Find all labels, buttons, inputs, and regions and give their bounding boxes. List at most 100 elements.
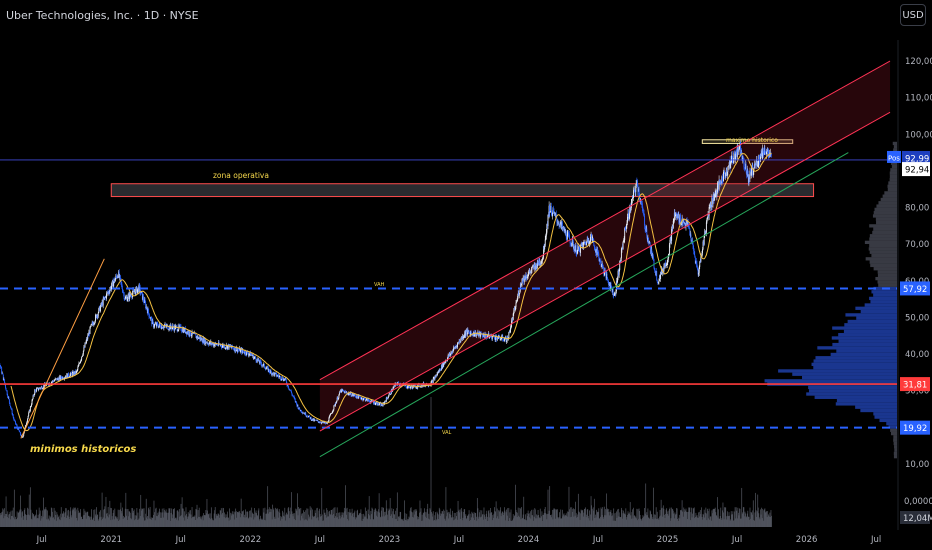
volume-bar <box>431 513 433 527</box>
candle-body <box>130 295 132 297</box>
candle-body <box>241 349 243 354</box>
volume-bar <box>153 514 154 527</box>
candle-body <box>447 355 449 358</box>
volume-bar <box>414 514 415 527</box>
candle-body <box>666 261 668 265</box>
volume-bar <box>4 516 6 527</box>
volume-profile-bar <box>874 415 897 419</box>
volume-bar <box>297 515 299 527</box>
volume-bar <box>221 514 223 527</box>
candle-body <box>22 435 24 438</box>
volume-bar <box>695 512 697 527</box>
volume-bar <box>525 519 527 527</box>
volume-bar <box>108 514 110 527</box>
volume-bar <box>321 488 323 527</box>
volume-bar <box>38 507 40 527</box>
candle-body <box>34 389 36 395</box>
candle-body <box>165 324 167 326</box>
candle-body <box>291 392 293 395</box>
volume-bar <box>230 512 232 527</box>
volume-bar <box>686 511 687 527</box>
volume-bar <box>394 519 396 527</box>
volume-bar <box>283 516 285 527</box>
volume-bar <box>408 516 410 527</box>
volume-bar <box>179 516 181 527</box>
maximo-historico-label: maximo historico <box>726 137 778 144</box>
candle-body <box>155 323 157 325</box>
volume-bar <box>215 518 217 527</box>
candle-body <box>481 334 483 337</box>
volume-bar <box>262 508 264 527</box>
volume-bar <box>84 514 85 527</box>
candle-body <box>613 293 615 296</box>
volume-bar <box>379 512 381 527</box>
volume-bar <box>458 510 459 527</box>
candle-body <box>253 357 255 360</box>
volume-bar <box>516 512 517 527</box>
volume-bar <box>731 514 733 527</box>
candle-body <box>620 249 622 259</box>
volume-bar <box>431 511 432 527</box>
volume-bar <box>538 515 540 527</box>
volume-profile-bar <box>838 333 897 337</box>
volume-profile-bar <box>860 309 897 314</box>
currency-button[interactable]: USD <box>900 4 926 26</box>
volume-bar <box>487 511 489 527</box>
volume-bar <box>623 512 625 527</box>
volume-bar <box>511 520 513 527</box>
volume-bar <box>449 513 451 527</box>
volume-bar <box>630 518 632 527</box>
volume-bar <box>186 513 187 527</box>
volume-bar <box>739 508 741 527</box>
candle-body <box>560 221 562 226</box>
volume-bar <box>718 509 719 527</box>
volume-bar <box>410 508 411 527</box>
candle-body <box>216 344 218 346</box>
volume-bar <box>456 512 458 527</box>
candle-body <box>38 389 40 390</box>
volume-bar <box>247 518 249 527</box>
candle-body <box>686 220 687 224</box>
candle-body <box>736 153 738 157</box>
volume-bar <box>638 508 640 527</box>
support-price-badge: 31,81 <box>903 381 927 391</box>
candle-body <box>187 331 189 334</box>
candle-body <box>564 228 566 232</box>
volume-bar <box>545 513 547 527</box>
volume-bar <box>653 487 654 527</box>
volume-bar <box>177 520 179 527</box>
candle-body <box>416 386 418 388</box>
volume-bar <box>454 512 456 527</box>
candle-body <box>352 393 354 396</box>
candle-body <box>350 392 352 397</box>
volume-bar <box>387 514 388 527</box>
candle-body <box>166 325 168 326</box>
volume-bar <box>672 510 674 527</box>
volume-bar <box>246 511 248 527</box>
volume-bar <box>490 507 492 527</box>
candle-body <box>758 155 760 161</box>
volume-bar <box>340 512 342 527</box>
candle-body <box>709 205 711 207</box>
candle-body <box>407 385 409 388</box>
candle-body <box>183 328 185 333</box>
candle-body <box>16 425 18 428</box>
volume-bar <box>436 519 437 527</box>
candle-body <box>68 376 70 378</box>
volume-bar <box>45 507 47 527</box>
volume-bar <box>714 507 716 527</box>
candle-body <box>498 335 500 336</box>
candle-body <box>414 384 416 386</box>
candle-body <box>56 378 58 381</box>
volume-bar <box>387 520 389 527</box>
candle-body <box>353 395 355 396</box>
candle-body <box>643 213 645 216</box>
volume-bar <box>470 517 472 527</box>
candle-body <box>504 338 506 340</box>
candle-body <box>729 159 731 169</box>
volume-bar <box>424 511 426 527</box>
volume-bar <box>316 507 318 527</box>
volume-bar <box>656 519 658 527</box>
volume-bar <box>481 514 483 527</box>
